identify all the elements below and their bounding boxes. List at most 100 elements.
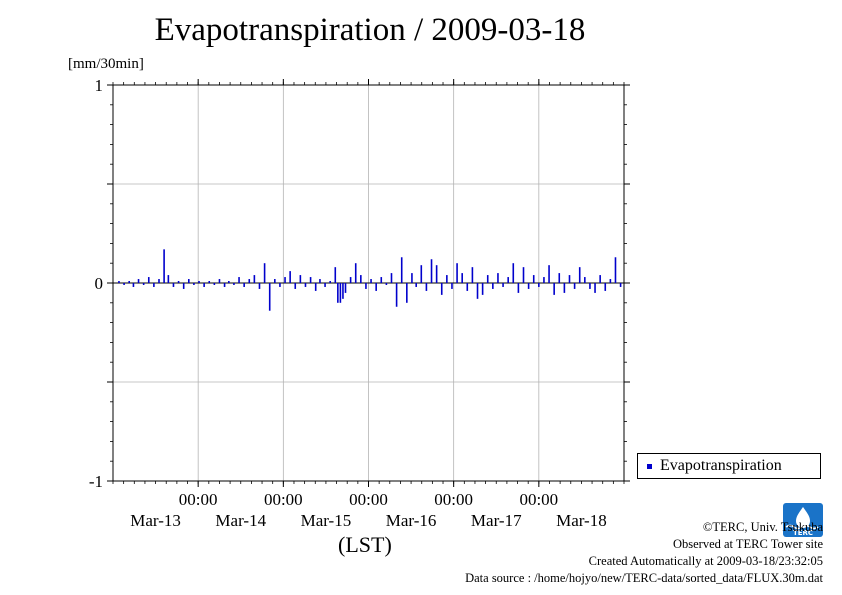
bar <box>522 267 525 283</box>
bar <box>370 279 372 283</box>
bar <box>430 259 433 283</box>
bar <box>451 283 453 289</box>
bar <box>337 283 339 303</box>
bar <box>163 249 165 283</box>
bar <box>512 263 515 283</box>
credit-observed: Observed at TERC Tower site <box>672 537 823 551</box>
bar <box>329 281 331 283</box>
bar <box>314 283 317 291</box>
bar <box>198 281 200 283</box>
bar <box>497 273 499 283</box>
bar <box>324 283 326 287</box>
bar <box>435 265 438 283</box>
bar <box>395 283 398 307</box>
credit-source: Data source : /home/hojyo/new/TERC-data/… <box>465 571 823 585</box>
bar <box>118 281 120 283</box>
tick-labels: 00:00 00:00 00:00 00:00 00:00 Mar-13 Mar-14 Mar… <box>89 76 607 530</box>
bar <box>319 279 321 283</box>
bar <box>476 283 479 299</box>
bar <box>284 277 286 283</box>
x-tick-date-label: Mar-18 <box>556 511 607 530</box>
bar <box>492 283 494 289</box>
bar <box>558 273 561 283</box>
bar <box>344 283 347 293</box>
bar <box>527 283 530 289</box>
bar <box>517 283 520 293</box>
bar <box>177 281 180 283</box>
grid-lines <box>113 85 624 481</box>
bar <box>563 283 566 293</box>
credit-copyright: ©TERC, Univ. Tsukuba <box>702 520 823 534</box>
bar <box>390 273 393 283</box>
bar <box>461 273 463 283</box>
bar <box>228 281 230 283</box>
bar <box>299 275 302 283</box>
bar <box>309 277 312 283</box>
bar <box>502 283 504 287</box>
bar <box>360 275 362 283</box>
bar <box>471 267 474 283</box>
bar <box>208 281 211 283</box>
legend-label: Evapotranspiration <box>660 457 782 474</box>
bar <box>263 263 266 283</box>
bar <box>486 275 489 283</box>
x-axis-label: (LST) <box>338 532 392 557</box>
bar <box>248 279 251 283</box>
bar <box>339 283 342 303</box>
bar <box>446 275 448 283</box>
bar <box>614 257 617 283</box>
bar <box>182 283 185 289</box>
x-tick-time-label: 00:00 <box>519 490 558 509</box>
bar <box>223 283 226 287</box>
bar <box>466 283 469 291</box>
bar <box>123 283 125 285</box>
bar <box>153 283 155 287</box>
bar <box>481 283 484 295</box>
bar <box>279 283 281 287</box>
bar <box>619 283 622 287</box>
bar <box>420 265 423 283</box>
terc-logo-icon: TERC <box>783 503 823 537</box>
bar <box>354 263 357 283</box>
bar <box>132 283 135 287</box>
x-tick-date-label: Mar-14 <box>215 511 266 530</box>
bar <box>294 283 297 289</box>
legend-swatch <box>647 464 652 469</box>
y-tick-label: 0 <box>95 274 104 293</box>
x-tick-date-label: Mar-13 <box>130 511 181 530</box>
bar <box>507 277 509 283</box>
bar <box>440 283 443 295</box>
bar <box>548 265 550 283</box>
bar <box>538 283 540 287</box>
bar <box>578 267 581 283</box>
bar <box>213 283 216 285</box>
bar <box>203 283 205 287</box>
bar <box>599 275 601 283</box>
x-tick-date-label: Mar-16 <box>386 511 437 530</box>
bar <box>349 277 352 283</box>
bar <box>375 283 377 291</box>
bar <box>218 279 221 283</box>
y-tick-label: -1 <box>89 472 103 491</box>
logo-text: TERC <box>793 529 813 537</box>
x-tick-time-label: 00:00 <box>349 490 388 509</box>
bar <box>380 277 383 283</box>
bar <box>532 275 535 283</box>
bar-series <box>118 249 622 311</box>
bar <box>594 283 596 293</box>
bar <box>425 283 428 291</box>
bar <box>589 283 591 289</box>
chart-title: Evapotranspiration / 2009-03-18 <box>154 12 586 48</box>
bar <box>400 257 403 283</box>
y-tick-label: 1 <box>95 76 104 95</box>
bar <box>289 271 291 283</box>
bar <box>187 279 190 283</box>
bar <box>415 283 417 287</box>
bar <box>456 263 458 283</box>
bar <box>274 279 276 283</box>
bar <box>609 279 612 283</box>
y-axis-label: [mm/30min] <box>68 56 144 72</box>
axis-ticks <box>107 79 630 487</box>
bar <box>268 283 271 311</box>
bar <box>584 277 586 283</box>
